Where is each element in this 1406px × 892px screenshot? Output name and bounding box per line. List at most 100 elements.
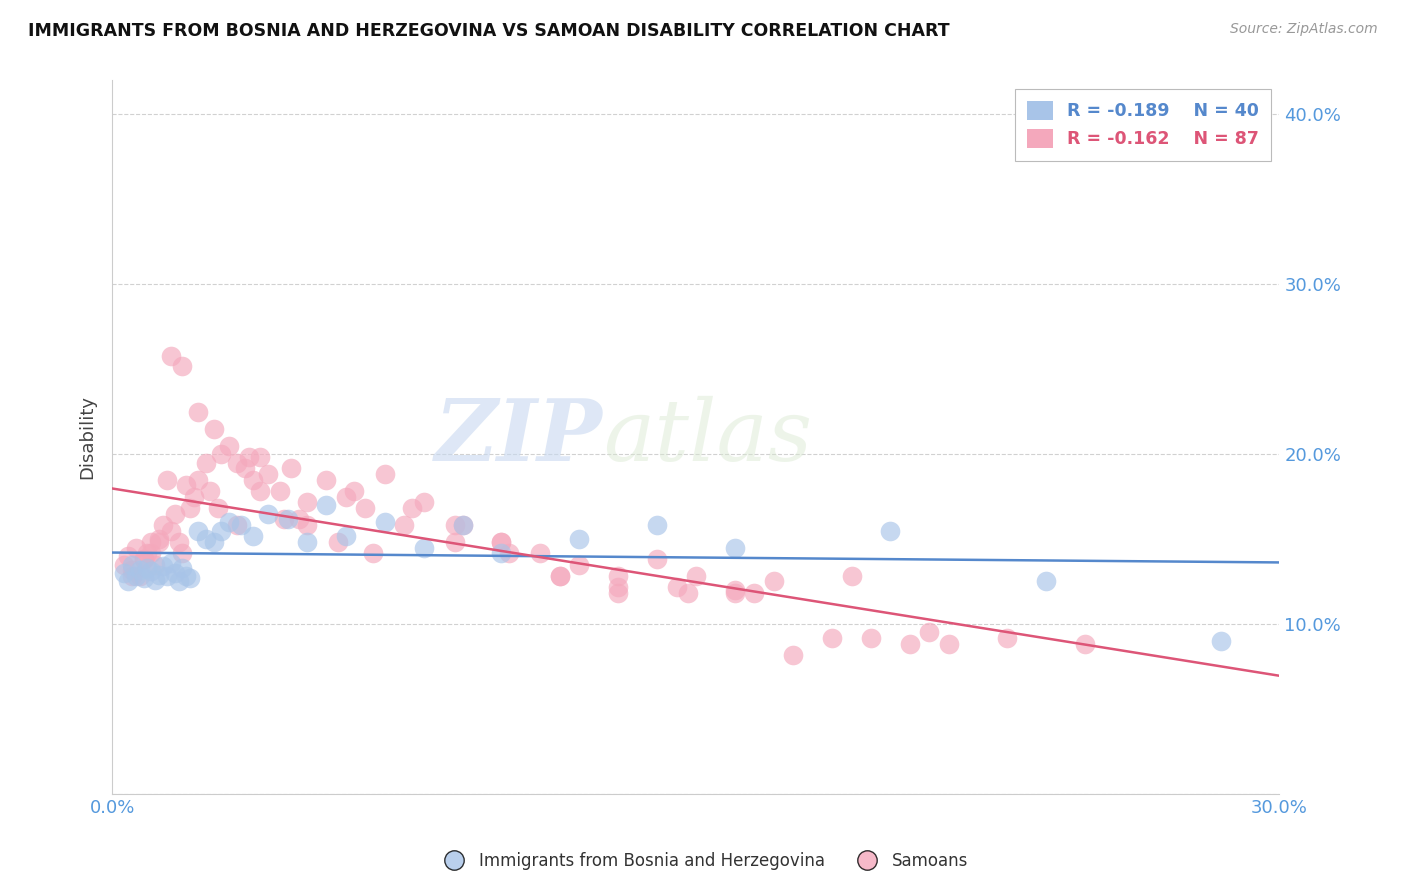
Point [280, 460, 302, 475]
Point [198, 484, 221, 499]
Point [183, 490, 205, 504]
Point [238, 450, 260, 465]
Point [443, 518, 465, 533]
Point [179, 571, 201, 585]
Point [194, 456, 217, 470]
Point [233, 460, 256, 475]
Point [335, 490, 357, 504]
Point [141, 546, 163, 560]
Point [529, 546, 551, 560]
Point [218, 515, 240, 529]
Point [938, 637, 960, 651]
Point [724, 541, 747, 555]
Point [125, 541, 148, 555]
Text: atlas: atlas [603, 396, 811, 478]
Point [226, 518, 249, 533]
Point [276, 511, 298, 525]
Point [548, 569, 571, 583]
Point [841, 569, 863, 583]
Point [156, 569, 179, 583]
Point [821, 631, 844, 645]
Point [172, 561, 194, 575]
Point [374, 467, 396, 482]
Y-axis label: Disability: Disability [79, 395, 97, 479]
Point [163, 507, 186, 521]
Point [242, 528, 264, 542]
Point [491, 546, 513, 560]
Point [257, 467, 280, 482]
Point [665, 580, 688, 594]
Point [128, 563, 150, 577]
Legend: Immigrants from Bosnia and Herzegovina, Samoans: Immigrants from Bosnia and Herzegovina, … [437, 852, 969, 871]
Point [128, 569, 150, 583]
Legend: R = -0.189    N = 40, R = -0.162    N = 87: R = -0.189 N = 40, R = -0.162 N = 87 [1015, 89, 1271, 161]
Point [295, 518, 318, 533]
Point [568, 532, 591, 546]
Point [269, 484, 291, 499]
Point [249, 484, 271, 499]
Point [163, 566, 186, 580]
Point [187, 404, 209, 418]
Point [762, 574, 785, 589]
Point [152, 518, 174, 533]
Point [112, 558, 135, 572]
Point [548, 569, 571, 583]
Point [392, 518, 416, 533]
Point [226, 456, 249, 470]
Point [685, 569, 707, 583]
Point [121, 569, 143, 583]
Point [117, 574, 139, 589]
Point [361, 546, 384, 560]
Point [136, 561, 159, 575]
Point [724, 586, 747, 600]
Point [568, 558, 591, 572]
Text: IMMIGRANTS FROM BOSNIA AND HERZEGOVINA VS SAMOAN DISABILITY CORRELATION CHART: IMMIGRANTS FROM BOSNIA AND HERZEGOVINA V… [28, 22, 949, 40]
Point [172, 359, 194, 373]
Point [257, 507, 280, 521]
Point [132, 552, 155, 566]
Point [209, 447, 232, 461]
Point [1074, 637, 1097, 651]
Point [148, 532, 170, 546]
Point [179, 501, 201, 516]
Point [218, 439, 240, 453]
Point [315, 473, 337, 487]
Point [451, 518, 474, 533]
Point [187, 473, 209, 487]
Point [152, 559, 174, 574]
Point [724, 582, 747, 597]
Point [209, 524, 232, 538]
Point [136, 546, 159, 560]
Point [1209, 634, 1232, 648]
Point [132, 571, 155, 585]
Point [295, 535, 318, 549]
Point [645, 552, 668, 566]
Text: ZIP: ZIP [434, 395, 603, 479]
Point [859, 631, 883, 645]
Point [132, 552, 155, 566]
Point [167, 535, 190, 549]
Point [1035, 574, 1057, 589]
Point [607, 580, 630, 594]
Point [176, 477, 198, 491]
Point [326, 535, 349, 549]
Point [176, 569, 198, 583]
Point [607, 569, 630, 583]
Point [160, 524, 183, 538]
Point [143, 558, 166, 572]
Point [401, 501, 423, 516]
Point [443, 535, 465, 549]
Point [167, 574, 190, 589]
Point [491, 535, 513, 549]
Text: Source: ZipAtlas.com: Source: ZipAtlas.com [1230, 22, 1378, 37]
Point [273, 511, 295, 525]
Point [202, 535, 225, 549]
Point [148, 535, 170, 549]
Point [143, 573, 166, 587]
Point [676, 586, 699, 600]
Point [187, 524, 209, 538]
Point [451, 518, 474, 533]
Point [202, 421, 225, 435]
Point [148, 567, 170, 582]
Point [995, 631, 1018, 645]
